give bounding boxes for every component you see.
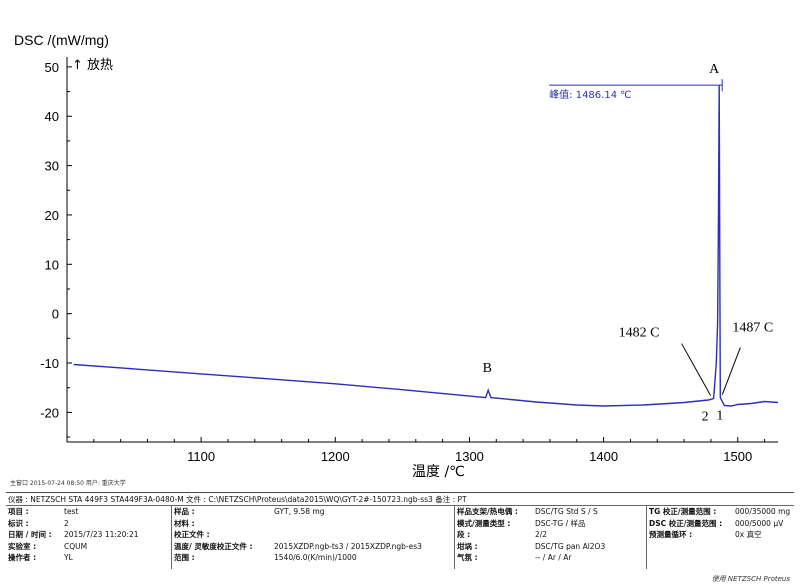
info-value: GYT, 9.58 mg bbox=[274, 507, 325, 516]
info-col-divider bbox=[454, 505, 455, 569]
label-b: B bbox=[483, 361, 492, 376]
info-key: DSC 校正/测量范围 : bbox=[649, 518, 723, 528]
info-key: 样品 : bbox=[174, 507, 195, 516]
end-arrow bbox=[721, 347, 741, 395]
x-axis-label: 温度 /℃ bbox=[412, 464, 465, 480]
info-value: -- / Ar / Ar bbox=[535, 553, 572, 562]
info-value: 1540/6.0(K/min)/1000 bbox=[274, 553, 357, 562]
y-axis-label: DSC /(mW/mg) bbox=[14, 32, 109, 48]
x-tick-label: 1200 bbox=[321, 449, 350, 464]
y-tick-label: -20 bbox=[40, 405, 59, 420]
y-tick-label: 20 bbox=[45, 208, 59, 223]
x-tick-label: 1100 bbox=[187, 449, 215, 464]
peak-value-label: 峰值: 1486.14 ℃ bbox=[549, 88, 631, 101]
info-key: 范围 : bbox=[174, 553, 195, 562]
window-stamp: 主窗口 2015-07-24 08:50 用户: 重庆大学 bbox=[10, 480, 126, 487]
info-value: CQUM bbox=[64, 541, 88, 551]
y-tick-label: 10 bbox=[45, 257, 59, 272]
info-key: 操作者 : bbox=[8, 553, 37, 562]
info-key: 气氛 : bbox=[457, 553, 478, 562]
info-key: 项目 : bbox=[8, 507, 29, 516]
end-label: 1487 C bbox=[732, 321, 773, 336]
info-value: YL bbox=[64, 553, 73, 562]
y-tick-label: 40 bbox=[45, 109, 59, 124]
info-value: 2 bbox=[64, 518, 69, 528]
x-tick-label: 1500 bbox=[723, 449, 752, 464]
x-ticks: 1100 1200 1300 1400 1500 bbox=[93, 437, 766, 464]
info-value: DSC/TG pan Al2O3 bbox=[535, 541, 606, 551]
info-key: 标识 : bbox=[8, 518, 29, 528]
dsc-curve bbox=[73, 85, 779, 407]
marker-1: 1 bbox=[716, 409, 723, 424]
info-value: DSC-TG / 样品 bbox=[535, 518, 586, 528]
x-tick-label: 1400 bbox=[589, 449, 618, 464]
info-key: 模式/测量类型 : bbox=[457, 518, 511, 528]
info-key: 温度/ 灵敏度校正文件 : bbox=[174, 541, 253, 551]
plot-frame bbox=[66, 57, 778, 443]
info-col-divider bbox=[646, 505, 647, 569]
info-key: 坩埚 : bbox=[457, 541, 478, 551]
info-value: DSC/TG Std S / S bbox=[535, 507, 598, 516]
info-col-divider bbox=[171, 505, 172, 569]
info-header: 仪器 : NETZSCH STA 449F3 STA449F3A-0480-M … bbox=[8, 495, 467, 504]
info-key: 校正文件 : bbox=[174, 530, 210, 539]
info-value: 2/2 bbox=[535, 530, 548, 539]
y-ticks: 50 40 30 20 10 0 -10 -20 bbox=[40, 60, 72, 438]
annotations: 峰值: 1486.14 ℃ A B 1482 C 1487 C 2 1 bbox=[483, 62, 774, 424]
y-tick-label: 50 bbox=[45, 60, 59, 75]
x-tick-label: 1300 bbox=[455, 449, 484, 464]
info-divider bbox=[6, 505, 794, 506]
exo-direction-label: ↑ 放热 bbox=[72, 58, 113, 73]
y-tick-label: 0 bbox=[52, 307, 59, 322]
info-key: 预测量循环 : bbox=[649, 530, 693, 539]
info-value: 000/5000 µV bbox=[735, 518, 784, 528]
info-value: 2015XZDP.ngb-ts3 / 2015XZDP.ngb-es3 bbox=[274, 541, 422, 551]
dsc-chart: DSC /(mW/mg) ↑ 放热 温度 /℃ 50 40 30 20 10 0 -10 -2… bbox=[14, 32, 779, 480]
marker-2: 2 bbox=[702, 410, 709, 425]
info-key: 实验室 : bbox=[8, 541, 37, 551]
y-tick-label: 30 bbox=[45, 159, 59, 174]
y-tick-label: -10 bbox=[40, 356, 59, 371]
info-value: test bbox=[64, 507, 79, 516]
info-key: 材料 : bbox=[174, 518, 195, 528]
info-value: 0x 真空 bbox=[735, 530, 762, 539]
info-key: 段 : bbox=[457, 530, 471, 539]
info-key: 样品支架/热电偶 : bbox=[457, 507, 518, 516]
info-key: TG 校正/测量范围 : bbox=[649, 507, 717, 516]
label-a: A bbox=[709, 62, 720, 77]
info-value: 2015/7/23 11:20:21 bbox=[64, 530, 139, 539]
onset-arrow bbox=[681, 343, 712, 396]
info-value: 000/35000 mg bbox=[735, 507, 791, 516]
info-panel: 仪器 : NETZSCH STA 449F3 STA449F3A-0480-M … bbox=[6, 492, 794, 569]
onset-label: 1482 C bbox=[619, 326, 660, 341]
footer-note: 使用 NETZSCH Proteus bbox=[711, 575, 790, 583]
info-key: 日期 / 时间 : bbox=[8, 530, 52, 539]
